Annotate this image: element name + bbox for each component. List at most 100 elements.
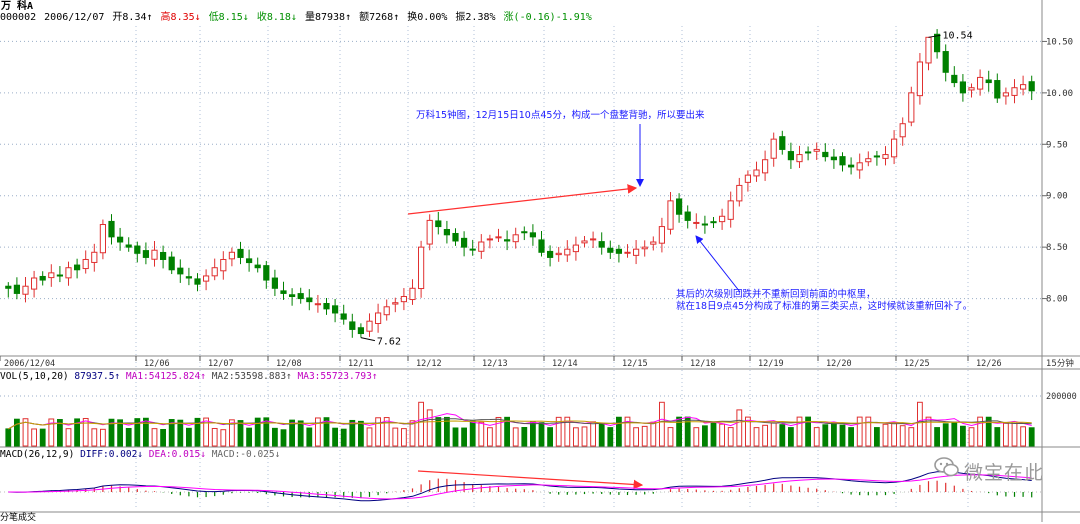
volume-bar bbox=[917, 401, 923, 447]
volume-bar bbox=[82, 417, 89, 447]
candle-body bbox=[676, 198, 683, 215]
volume-bar bbox=[401, 428, 407, 447]
time-axis-label: 12/11 bbox=[348, 359, 374, 369]
candle-body bbox=[418, 246, 425, 290]
high-price-label: 10.54 bbox=[943, 30, 973, 41]
time-axis-label: 12/06 bbox=[144, 359, 170, 369]
candle-body bbox=[246, 258, 253, 264]
candle-body bbox=[203, 275, 210, 282]
volume-bar bbox=[469, 420, 476, 447]
candle-body bbox=[916, 61, 923, 97]
low-price-label: 7.62 bbox=[377, 337, 401, 348]
volume-bar bbox=[762, 424, 769, 447]
volume-bar bbox=[607, 427, 614, 447]
volume-bar bbox=[487, 427, 493, 447]
candle-body bbox=[495, 236, 502, 239]
candle-body bbox=[323, 303, 330, 310]
volume-bar bbox=[753, 427, 760, 447]
candle-body bbox=[564, 248, 571, 256]
candle-body bbox=[211, 267, 218, 277]
price-axis-label: 10.50 bbox=[1046, 37, 1073, 47]
price-axis-label: 8.50 bbox=[1046, 243, 1068, 253]
candle-body bbox=[289, 294, 296, 298]
candle-body bbox=[633, 248, 640, 256]
volume-bar bbox=[934, 427, 941, 447]
macd-diff-line bbox=[8, 471, 1032, 502]
candle-body bbox=[813, 148, 820, 152]
volume-bar bbox=[573, 427, 579, 447]
candle-body bbox=[770, 138, 777, 159]
candle-body bbox=[297, 293, 304, 300]
volume-bar bbox=[865, 416, 872, 447]
bottom-annotation-line1: 其后的次级别回跌并不重新回到前面的中枢里， bbox=[676, 288, 876, 300]
candle-body bbox=[727, 200, 734, 220]
candle-body bbox=[22, 285, 29, 295]
candle-body bbox=[220, 258, 227, 272]
candle-body bbox=[787, 151, 794, 161]
volume-bar bbox=[650, 421, 657, 447]
volume-bar bbox=[452, 427, 459, 447]
volume-bar bbox=[39, 428, 46, 447]
vol-axis-label: 200000 bbox=[1046, 392, 1077, 402]
candle-body bbox=[375, 312, 382, 325]
open-price: 开8.34↑ bbox=[112, 12, 153, 23]
low-label-leader bbox=[360, 337, 376, 342]
macd-diff: DIFF:0.002↓ bbox=[80, 449, 144, 460]
volume-bar bbox=[693, 427, 700, 447]
candle-body bbox=[254, 264, 261, 269]
candle-body bbox=[461, 237, 468, 248]
candle-body bbox=[228, 251, 236, 260]
candle-body bbox=[357, 327, 364, 335]
volume-bar bbox=[813, 427, 820, 447]
vol-ma3: MA3:55723.793↑ bbox=[297, 371, 378, 382]
volume-bar bbox=[203, 417, 209, 447]
candle-body bbox=[908, 92, 915, 123]
volume-bar bbox=[461, 427, 468, 447]
candle-body bbox=[271, 277, 278, 289]
stock-code: 000002 bbox=[0, 12, 37, 23]
candle-body bbox=[108, 220, 115, 238]
candle-body bbox=[125, 244, 132, 248]
vol-indicator-header: VOL(5,10,20) 87937.5↑ MA1:54125.824↑ MA2… bbox=[0, 371, 378, 383]
candle-body bbox=[977, 76, 984, 90]
volume-bar bbox=[521, 426, 528, 447]
volume-bar bbox=[117, 419, 123, 447]
change-value: 涨(-0.16)-1.91% bbox=[503, 12, 592, 23]
volume-bar bbox=[495, 416, 502, 447]
candle-body bbox=[1002, 92, 1009, 97]
vol-ma2: MA2:53598.883↑ bbox=[211, 371, 292, 382]
candle-body bbox=[194, 278, 201, 285]
time-axis-label: 12/25 bbox=[904, 359, 930, 369]
bottom-tab-label[interactable]: 分笔成交 bbox=[0, 513, 37, 523]
volume-bar bbox=[237, 420, 244, 447]
candle-body bbox=[822, 151, 829, 158]
candle-body bbox=[650, 241, 657, 245]
volume-bar bbox=[942, 423, 949, 447]
candle-body bbox=[796, 154, 803, 163]
candle-body bbox=[968, 87, 975, 91]
candle-body bbox=[452, 232, 459, 242]
volume-bar bbox=[65, 428, 72, 447]
candle-body bbox=[744, 174, 751, 183]
candle-body bbox=[443, 229, 450, 236]
volume-bar bbox=[263, 417, 270, 447]
candle-body bbox=[435, 220, 442, 228]
volume-bar bbox=[444, 416, 450, 447]
time-axis-label: 12/18 bbox=[690, 359, 716, 369]
volume-bar bbox=[891, 422, 898, 447]
candle-body bbox=[65, 267, 72, 279]
time-axis-label: 12/08 bbox=[276, 359, 302, 369]
candle-body bbox=[873, 155, 880, 158]
volume-bar bbox=[254, 417, 261, 447]
period-label: 15分钟 bbox=[1046, 358, 1074, 369]
volume-bar bbox=[839, 424, 846, 447]
volume-bar bbox=[960, 425, 966, 447]
candle-body bbox=[848, 164, 855, 168]
candle-body bbox=[624, 251, 631, 254]
candle-body bbox=[1011, 87, 1018, 96]
volume-bar bbox=[727, 427, 734, 447]
volume-bar bbox=[332, 427, 339, 447]
volume-bar bbox=[779, 424, 786, 447]
volume-bar bbox=[186, 427, 192, 447]
watermark-text: 微宝在此 bbox=[963, 462, 1044, 484]
